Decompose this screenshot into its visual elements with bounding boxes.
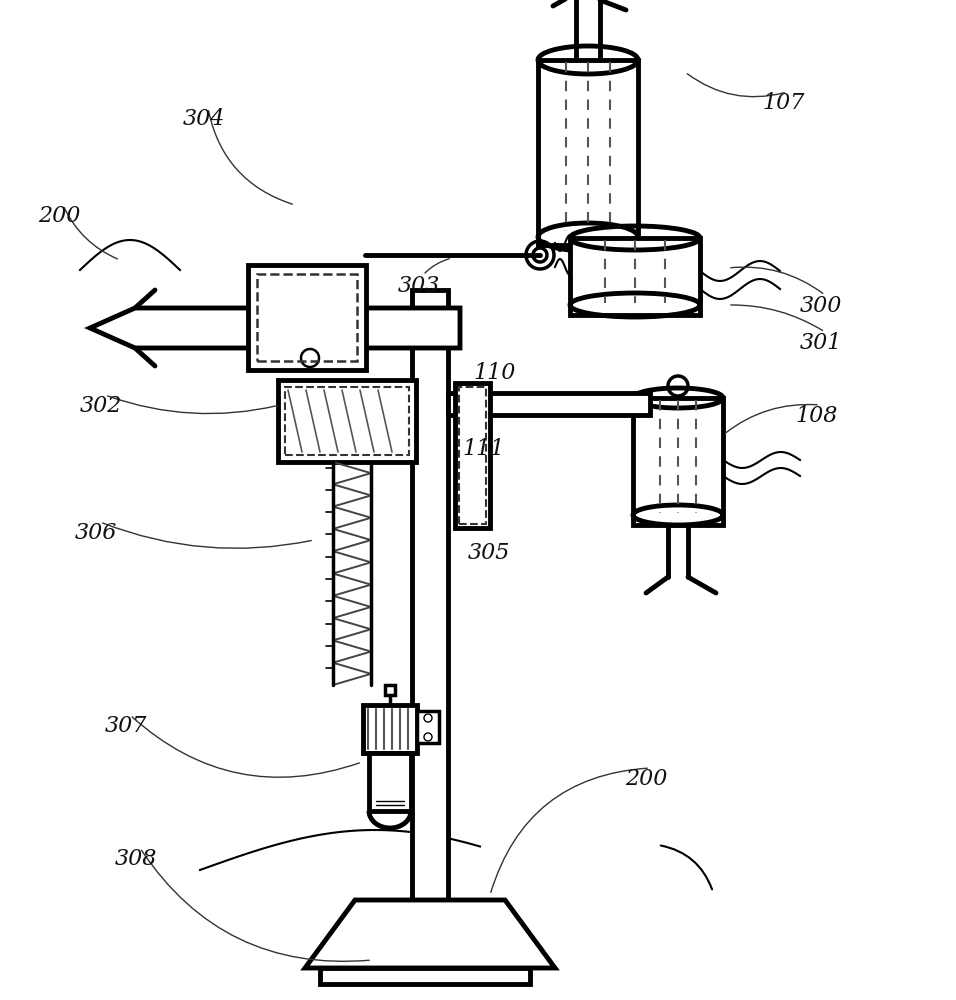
Bar xyxy=(320,968,530,984)
Text: 305: 305 xyxy=(468,542,511,564)
Bar xyxy=(363,705,417,753)
Bar xyxy=(285,387,409,455)
Polygon shape xyxy=(90,308,460,348)
Bar xyxy=(417,711,439,743)
Bar xyxy=(257,274,357,361)
Bar xyxy=(455,383,490,528)
Text: 107: 107 xyxy=(762,92,804,114)
Text: 303: 303 xyxy=(398,275,441,297)
Text: 300: 300 xyxy=(800,295,842,317)
Text: 306: 306 xyxy=(75,522,118,544)
Bar xyxy=(369,753,411,811)
Polygon shape xyxy=(305,900,555,968)
Text: 304: 304 xyxy=(183,108,226,130)
Bar xyxy=(412,290,448,900)
Text: 108: 108 xyxy=(795,405,837,427)
Bar xyxy=(448,393,650,415)
Text: 308: 308 xyxy=(115,848,158,870)
Text: 110: 110 xyxy=(473,362,515,384)
Text: 200: 200 xyxy=(38,205,80,227)
Bar xyxy=(248,265,366,370)
Text: 111: 111 xyxy=(462,438,505,460)
Bar xyxy=(385,685,395,695)
Bar xyxy=(459,387,486,524)
Text: 301: 301 xyxy=(800,332,842,354)
Text: 200: 200 xyxy=(625,768,667,790)
Text: 302: 302 xyxy=(80,395,122,417)
Bar xyxy=(570,238,700,315)
Bar xyxy=(278,380,416,462)
Bar xyxy=(538,60,638,245)
Text: 307: 307 xyxy=(105,715,147,737)
Bar xyxy=(633,398,723,525)
